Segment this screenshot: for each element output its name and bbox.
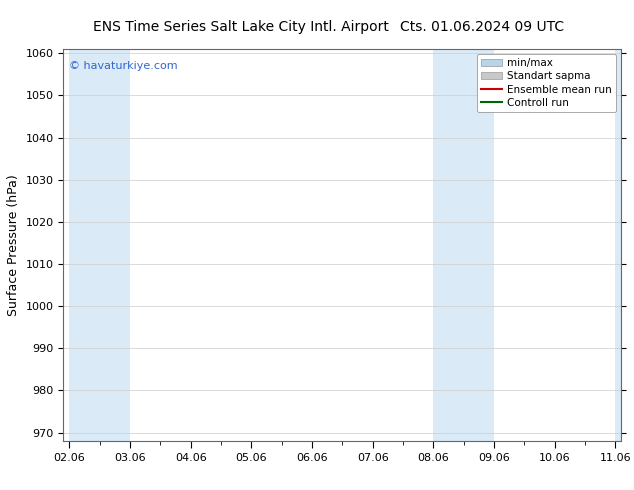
Text: ENS Time Series Salt Lake City Intl. Airport: ENS Time Series Salt Lake City Intl. Air… <box>93 20 389 34</box>
Text: Cts. 01.06.2024 09 UTC: Cts. 01.06.2024 09 UTC <box>400 20 564 34</box>
Y-axis label: Surface Pressure (hPa): Surface Pressure (hPa) <box>7 174 20 316</box>
Bar <box>70 49 130 441</box>
Legend: min/max, Standart sapma, Ensemble mean run, Controll run: min/max, Standart sapma, Ensemble mean r… <box>477 54 616 112</box>
Bar <box>615 49 634 441</box>
Text: © havaturkiye.com: © havaturkiye.com <box>69 61 178 71</box>
Bar <box>615 49 634 441</box>
Bar <box>433 49 494 441</box>
